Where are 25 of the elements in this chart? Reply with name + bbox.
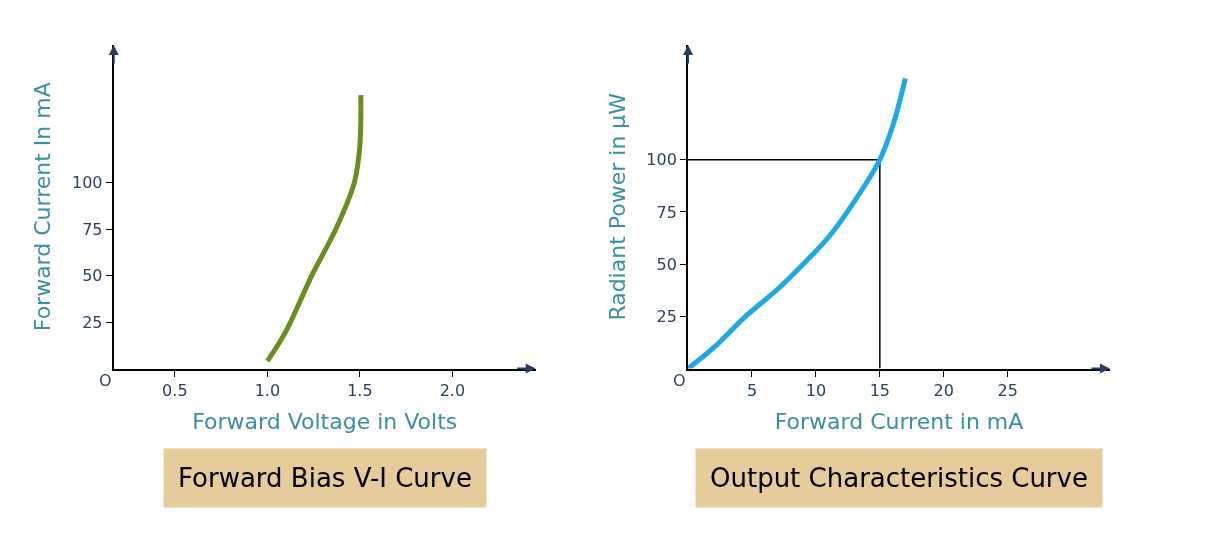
x-tick-label: 20 [933,380,954,400]
y-tick-label: 25 [656,306,677,326]
x-axis-title: Forward Voltage in Volts [192,409,458,435]
y-tick-label: 100 [72,173,103,193]
y-tick-label: 50 [656,254,677,274]
y-tick-label: 75 [82,219,103,239]
x-tick-label: 15 [869,380,890,400]
x-axis-title: Forward Current in mA [774,409,1024,435]
text: Forward Bias V-I Curve [178,463,472,493]
text: O [99,371,112,390]
y-tick-label: 100 [646,150,677,170]
y-tick-label: 75 [656,202,677,222]
y-axis-title: Radiant Power in μW [604,92,630,321]
x-tick-label: 25 [997,380,1018,400]
y-tick-label: 50 [82,266,103,286]
text: O [673,371,686,390]
x-tick-label: 2.0 [439,380,466,400]
y-axis-title: Forward Current In mA [30,82,56,332]
x-tick-label: 1.5 [347,380,373,400]
x-tick-label: 5 [746,380,758,400]
x-tick-label: 1.0 [254,380,281,400]
y-tick-label: 25 [82,312,103,332]
text: Output Characteristics Curve [710,463,1088,493]
x-tick-label: 10 [805,380,827,400]
x-tick-label: 0.5 [162,380,188,400]
